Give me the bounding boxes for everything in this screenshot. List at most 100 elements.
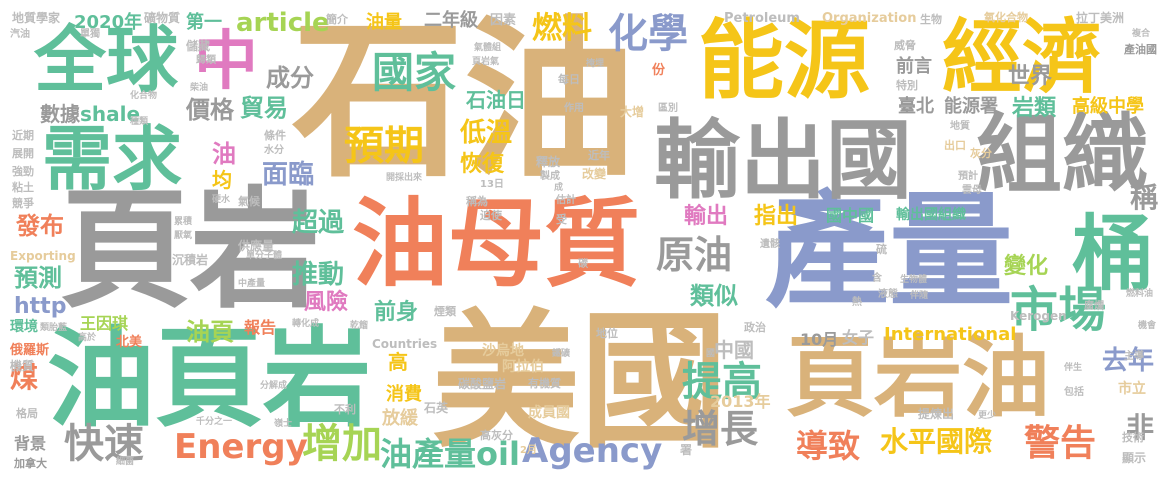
word-xianshi: 顯示 bbox=[1122, 451, 1147, 465]
word-you: 油 bbox=[212, 140, 236, 168]
word-youye: 油頁 bbox=[186, 318, 234, 346]
word-chaoguo: 超過 bbox=[292, 208, 345, 238]
word-zhongguo: 中國 bbox=[714, 338, 754, 362]
word-tuidong: 推動 bbox=[292, 260, 345, 290]
word-qihou: 氣候 bbox=[238, 195, 260, 208]
word-shou: 受 bbox=[556, 213, 567, 226]
word-tilianchu: 提煉出 bbox=[918, 407, 955, 421]
word-yihai: 遺骸 bbox=[760, 239, 780, 250]
word-huaxue: 化學 bbox=[608, 11, 688, 57]
word-cheng: 稱 bbox=[1130, 181, 1159, 214]
word-zhudao: 主導 bbox=[1124, 351, 1144, 362]
word-beimei: 北美 bbox=[116, 335, 143, 350]
word-weixie: 威脅 bbox=[894, 39, 916, 52]
word-baokuo: 包括 bbox=[1064, 387, 1084, 398]
word-qitizu: 氣體組 bbox=[474, 43, 502, 53]
word-zengjia: 增加 bbox=[302, 421, 382, 467]
word-yunmu: 雲母 bbox=[962, 185, 982, 196]
word-chanliang: 產量 bbox=[765, 180, 1014, 324]
word-tiekuang: 鐵礦 bbox=[552, 349, 571, 359]
word-han: 含 bbox=[872, 273, 882, 284]
word-kaicaichulai: 開採出來 bbox=[386, 173, 423, 183]
word-youyeyan: 油頁岩 bbox=[47, 317, 372, 442]
word-guozhongguo: 國中國 bbox=[826, 206, 875, 225]
word-agency: Agency bbox=[522, 431, 663, 471]
word-buli: 不利 bbox=[334, 403, 356, 416]
word-mianlin: 面臨 bbox=[262, 160, 315, 190]
word-daozhi: 導致 bbox=[796, 427, 861, 465]
word-shiying: 石英 bbox=[424, 401, 449, 415]
word-yinsu: 因素 bbox=[490, 13, 517, 28]
word-guojia: 國家 bbox=[372, 48, 457, 97]
word-tigao: 提高 bbox=[682, 359, 762, 405]
word-zhongchanliang: 中產量 bbox=[238, 279, 266, 289]
word-jiage: 價格 bbox=[186, 96, 234, 124]
word-chucang: 儲藏 bbox=[186, 39, 211, 53]
word-huifen: 灰分 bbox=[970, 147, 992, 160]
word-fenjiecheng: 分解成 bbox=[260, 381, 288, 391]
word-shijie: 世界 bbox=[1008, 64, 1053, 89]
word-ernianji: 二年級 bbox=[424, 10, 478, 31]
word-tebie: 特別 bbox=[896, 79, 918, 92]
word-guji: 估計 bbox=[556, 195, 576, 206]
word-alabo: 阿拉伯 bbox=[502, 359, 544, 375]
word-jinqi: 近期 bbox=[12, 129, 34, 142]
word-dizhixuejia: 地質學家 bbox=[12, 11, 61, 25]
word-mei: 煤 bbox=[10, 361, 39, 394]
word-diyi: 第一 bbox=[186, 12, 222, 33]
word-quanqiu: 全球 bbox=[34, 18, 179, 102]
word-yingshui: 硬水 bbox=[212, 195, 231, 205]
word-zuzhi: 組織 bbox=[976, 105, 1148, 205]
word-chanyouguo: 產油國 bbox=[1124, 43, 1157, 56]
word-zengzhang: 增長 bbox=[682, 407, 759, 451]
word-eluosi: 俄羅斯 bbox=[10, 343, 50, 358]
word-shuchu: 輸出 bbox=[684, 204, 729, 229]
word-chukou: 出口 bbox=[944, 139, 966, 152]
word-yanlei2: 煙類 bbox=[434, 305, 456, 318]
word-nengyuan: 能源 bbox=[698, 11, 870, 111]
word-huifu: 恢復 bbox=[460, 152, 505, 177]
word-shuifen: 水分 bbox=[264, 145, 284, 156]
word-dandu: 單獨 bbox=[80, 29, 100, 40]
word-qiangjing: 強勁 bbox=[12, 165, 34, 178]
word-chengyuanguo: 成員國 bbox=[528, 405, 570, 421]
word-poshi: 迫使 bbox=[480, 209, 502, 222]
word-gengshao: 更少 bbox=[978, 411, 997, 421]
word-yanyang: 厭氧 bbox=[174, 231, 193, 241]
word-shuchuguo: 輸出國 bbox=[654, 111, 912, 211]
word-leiji: 累積 bbox=[174, 217, 193, 227]
word-shiyou: 石油 bbox=[292, 0, 636, 201]
word-leitailan: 類胎藍 bbox=[40, 323, 68, 333]
word-fengxian: 風險 bbox=[304, 290, 349, 315]
word-jianada: 加拿大 bbox=[14, 457, 47, 470]
word-tiaojian: 條件 bbox=[264, 129, 286, 142]
word-huahewu: 化合物 bbox=[130, 91, 158, 101]
word-energy: Energy bbox=[174, 427, 308, 467]
word-gongyingliang: 供應量 bbox=[238, 239, 275, 253]
word-jun: 均 bbox=[212, 168, 232, 192]
word-youliang: 油量 bbox=[366, 12, 402, 33]
word-qunian: 去年 bbox=[1102, 346, 1155, 376]
word-jingzheng: 競爭 bbox=[12, 197, 34, 210]
word-jianjie: 簡介 bbox=[326, 13, 348, 26]
word-diwei: 地位 bbox=[596, 327, 618, 340]
word-zhong: 中 bbox=[194, 25, 258, 99]
word-dizhi: 地質 bbox=[950, 121, 970, 132]
word-tan: 碳 bbox=[578, 259, 588, 270]
word-guo: 國 bbox=[706, 349, 716, 359]
word-meiri: 每日 bbox=[558, 73, 580, 86]
word-zhicheng: 製成 bbox=[540, 171, 560, 182]
word-bansui: 伴隨 bbox=[910, 291, 929, 301]
word-2013nian: 2013年 bbox=[710, 392, 771, 411]
word-gaibian: 改變 bbox=[582, 167, 607, 181]
word-shili: 市立 bbox=[1118, 381, 1146, 397]
word-shu: 署 bbox=[680, 443, 693, 457]
word-fei: 非 bbox=[1126, 411, 1155, 444]
word-nengyuanshu: 能源署 bbox=[944, 96, 998, 117]
word-kerogen: Kerogen bbox=[1010, 309, 1067, 323]
word-shifang: 釋放 bbox=[536, 155, 561, 169]
word-xijun: 細菌 bbox=[116, 457, 135, 467]
word-shawudi: 沙烏地 bbox=[482, 343, 524, 359]
word-qiyou: 汽油 bbox=[10, 29, 30, 40]
word-xiaofei: 消費 bbox=[386, 384, 422, 405]
